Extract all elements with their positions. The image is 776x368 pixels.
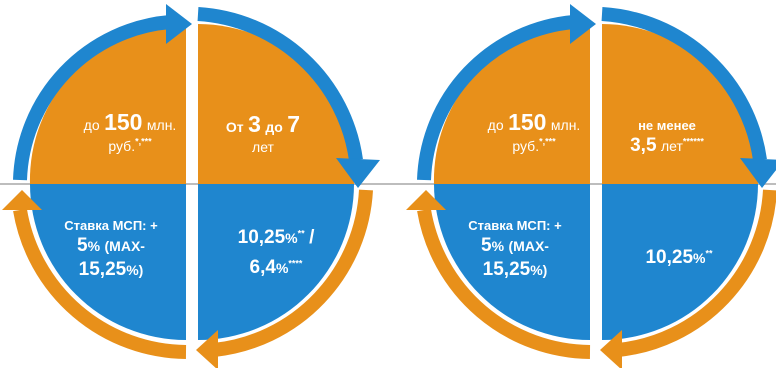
circle-left [2,4,380,368]
left-br-v1: 10,25 [237,227,286,248]
left-br-n2: **** [288,258,303,269]
right-bl-l1: Ставка МСП: + [468,218,562,233]
left-bottom-left-text: Ставка МСП: + 5% (MAX- 15,25%) [36,218,186,282]
left-tl-note: *,*** [135,136,152,147]
right-bottom-right-text: 10,25%** [604,246,754,270]
right-tl-num: 150 [508,109,547,135]
left-top-left-text: до 150 млн. руб.*,*** [55,108,205,157]
right-bl-pct: % [491,238,505,255]
right-tl-note: *,*** [539,136,556,147]
left-tr-n2: 7 [287,111,301,137]
right-top-right-text: не менее 3,5 лет****** [592,118,742,158]
right-bottom-left-text: Ставка МСП: + 5% (MAX- 15,25%) [440,218,590,282]
right-bl-max: 15,25 [482,259,531,280]
right-top-left-text: до 150 млн. руб.*,*** [459,108,609,157]
left-tl-unit2: руб. [108,137,136,154]
left-tr-mid: до [265,119,283,135]
left-bl-pct: % [87,238,101,255]
left-tl-num: 150 [104,109,143,135]
left-tr-unit: лет [252,138,274,155]
right-tr-l1: не менее [638,118,696,133]
right-tr-num: 3,5 [630,135,657,157]
right-br-v1: 10,25 [645,247,694,268]
left-br-p2: % [275,259,289,276]
left-top-right-text: От 3 до 7 лет [188,110,338,156]
right-bl-num: 5 [481,235,492,257]
circle-right [406,4,776,368]
left-br-v2: 6,4 [249,256,276,278]
left-bl-max: 15,25 [78,259,127,280]
left-bottom-right-text: 10,25%** / 6,4%**** [196,226,356,280]
left-tl-unit: млн. [146,117,177,133]
left-tr-n1: 3 [248,111,261,137]
right-tl-unit2: руб. [512,137,540,154]
left-bl-premax: (MAX- [104,238,145,255]
right-tr-note: ****** [682,136,704,147]
right-bl-pct2: %) [530,262,548,278]
left-bl-l1: Ставка МСП: + [64,218,158,233]
right-tl-pre: до [487,117,504,133]
right-br-n1: ** [705,248,713,259]
left-tr-pre: От [225,119,244,135]
right-tl-unit: млн. [550,117,581,133]
right-br-p1: % [693,250,706,266]
left-bl-pct2: %) [126,262,144,278]
left-br-sep: / [309,227,315,248]
right-tr-unit: лет [660,138,683,155]
left-br-p1: % [285,230,298,246]
left-bl-num: 5 [77,235,88,257]
right-bl-premax: (MAX- [508,238,549,255]
left-tl-pre: до [83,117,100,133]
left-br-n1: ** [297,228,305,239]
